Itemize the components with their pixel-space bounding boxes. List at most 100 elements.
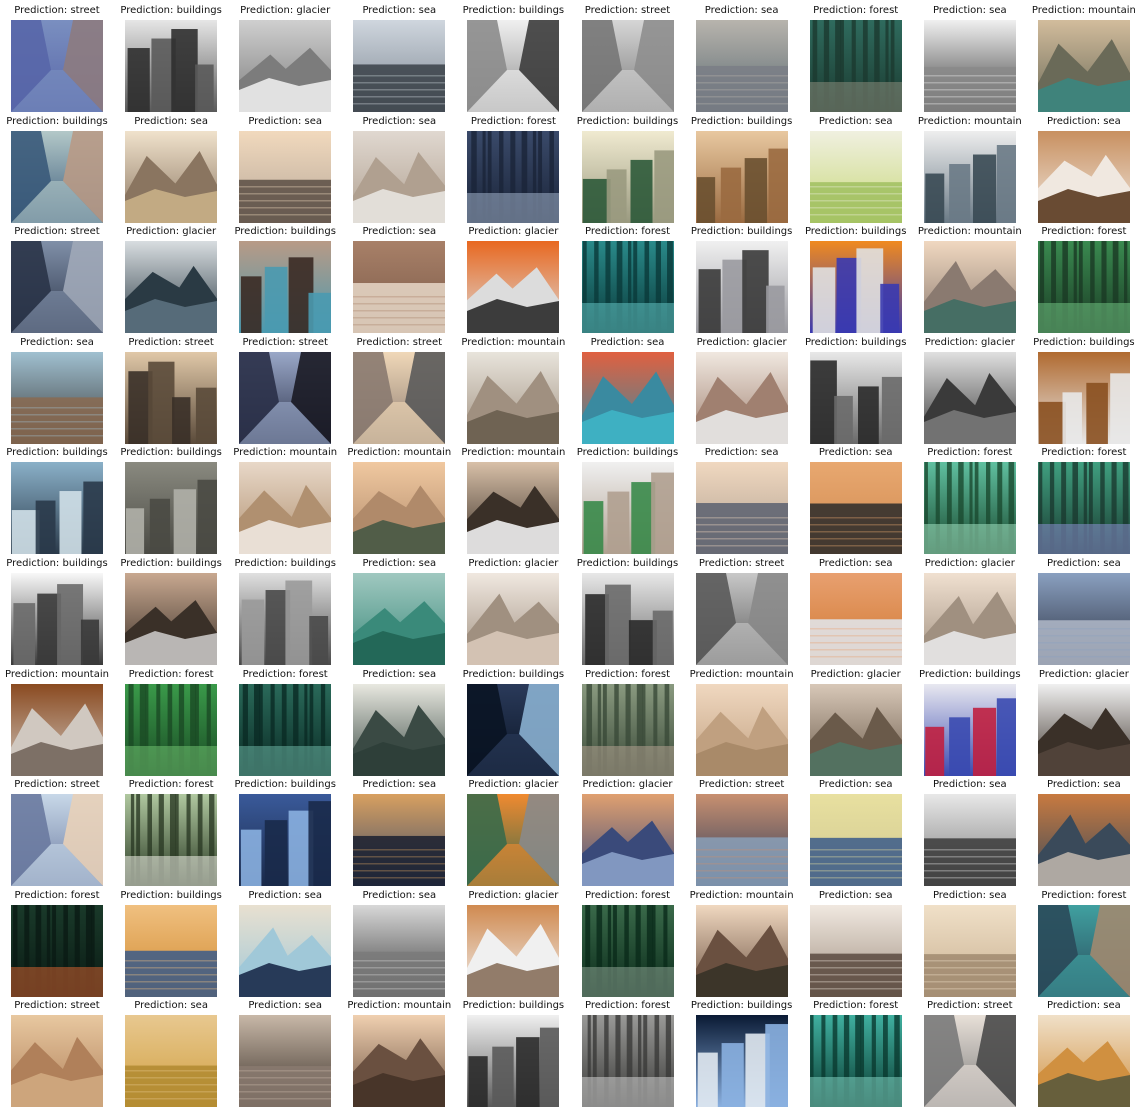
scene-thumbnail: [581, 794, 674, 887]
prediction-label: Prediction: street: [242, 336, 328, 348]
scene-thumbnail: [353, 683, 446, 776]
prediction-label: Prediction: buildings: [690, 1000, 793, 1012]
prediction-label: Prediction: glacier: [126, 226, 217, 238]
prediction-label: Prediction: mountain: [461, 336, 566, 348]
prediction-tile: Prediction: street: [0, 774, 114, 887]
prediction-tile: Prediction: sea: [1027, 995, 1139, 1108]
prediction-tile: Prediction: sea: [1027, 553, 1139, 665]
scene-thumbnail: [353, 130, 446, 223]
prediction-label: Prediction: sea: [1047, 558, 1121, 569]
prediction-label: Prediction: buildings: [690, 115, 793, 127]
scene-thumbnail: [1037, 683, 1130, 776]
scene-thumbnail: [353, 1015, 446, 1108]
scene-thumbnail: [467, 20, 560, 112]
scene-thumbnail: [239, 1015, 332, 1108]
prediction-label: Prediction: mountain: [347, 1000, 452, 1012]
scene-thumbnail: [581, 351, 674, 444]
prediction-label: Prediction: buildings: [6, 447, 108, 459]
prediction-tile: Prediction: sea: [799, 774, 913, 887]
scene-thumbnail: [1037, 462, 1130, 555]
scene-thumbnail: [809, 130, 902, 223]
prediction-label: Prediction: street: [14, 226, 100, 238]
prediction-label: Prediction: mountain: [689, 889, 794, 901]
prediction-label: Prediction: forest: [584, 668, 671, 680]
prediction-label: Prediction: buildings: [120, 889, 222, 901]
prediction-tile: Prediction: forest: [799, 995, 913, 1108]
prediction-tile: Prediction: sea: [342, 664, 456, 776]
prediction-label: Prediction: sea: [362, 668, 437, 680]
scene-thumbnail: [923, 573, 1016, 665]
prediction-tile: Prediction: buildings: [228, 221, 342, 334]
prediction-tile: Prediction: glacier: [456, 553, 570, 665]
scene-thumbnail: [353, 241, 446, 334]
prediction-label: Prediction: buildings: [919, 668, 1021, 680]
prediction-tile: Prediction: sea: [114, 995, 228, 1108]
prediction-label: Prediction: buildings: [804, 336, 907, 348]
prediction-label: Prediction: forest: [1041, 226, 1127, 238]
prediction-tile: Prediction: buildings: [114, 0, 228, 112]
prediction-label: Prediction: buildings: [576, 115, 679, 127]
prediction-tile: Prediction: buildings: [799, 221, 913, 334]
scene-thumbnail: [1037, 1015, 1130, 1108]
prediction-label: Prediction: buildings: [6, 115, 108, 127]
scene-thumbnail: [1037, 351, 1130, 444]
prediction-tile: Prediction: buildings: [456, 664, 570, 776]
prediction-label: Prediction: sea: [134, 115, 208, 127]
prediction-tile: Prediction: glacier: [114, 221, 228, 334]
prediction-tile: Prediction: buildings: [114, 442, 228, 555]
prediction-label: Prediction: glacier: [696, 336, 787, 348]
scene-thumbnail: [239, 573, 332, 665]
prediction-label: Prediction: buildings: [462, 1000, 565, 1012]
prediction-label: Prediction: street: [14, 5, 100, 16]
scene-thumbnail: [125, 351, 218, 444]
prediction-tile: Prediction: sea: [1027, 111, 1139, 223]
prediction-label: Prediction: sea: [20, 336, 94, 348]
prediction-label: Prediction: forest: [584, 889, 671, 901]
prediction-label: Prediction: sea: [932, 779, 1007, 791]
scene-thumbnail: [125, 794, 218, 887]
prediction-label: Prediction: sea: [362, 5, 437, 16]
prediction-tile: Prediction: forest: [571, 221, 685, 334]
prediction-tile: Prediction: forest: [571, 664, 685, 776]
scene-thumbnail: [695, 20, 788, 112]
prediction-tile: Prediction: mountain: [228, 442, 342, 555]
scene-thumbnail: [1037, 20, 1130, 112]
prediction-tile: Prediction: sea: [913, 885, 1027, 997]
prediction-label: Prediction: street: [698, 779, 785, 791]
prediction-tile: Prediction: forest: [114, 774, 228, 887]
prediction-tile: Prediction: street: [0, 995, 114, 1108]
prediction-label: Prediction: sea: [362, 889, 437, 901]
prediction-tile: Prediction: street: [114, 332, 228, 444]
prediction-label: Prediction: forest: [14, 889, 100, 901]
prediction-tile: Prediction: sea: [799, 442, 913, 555]
prediction-tile: Prediction: street: [0, 221, 114, 334]
scene-thumbnail: [467, 130, 560, 223]
prediction-tile: Prediction: sea: [799, 885, 913, 997]
prediction-label: Prediction: buildings: [690, 226, 793, 238]
scene-thumbnail: [923, 130, 1016, 223]
prediction-label: Prediction: sea: [818, 889, 893, 901]
prediction-tile: Prediction: street: [571, 0, 685, 112]
prediction-label: Prediction: forest: [242, 668, 328, 680]
prediction-tile: Prediction: buildings: [456, 995, 570, 1108]
prediction-tile: Prediction: forest: [799, 0, 913, 112]
scene-thumbnail: [11, 1015, 103, 1108]
scene-thumbnail: [581, 1015, 674, 1108]
scene-thumbnail: [353, 573, 446, 665]
prediction-tile: Prediction: street: [685, 774, 799, 887]
prediction-label: Prediction: mountain: [917, 226, 1022, 238]
prediction-tile: Prediction: sea: [342, 111, 456, 223]
prediction-label: Prediction: buildings: [234, 226, 336, 238]
scene-thumbnail: [239, 20, 332, 112]
prediction-label: Prediction: sea: [134, 1000, 208, 1012]
prediction-label: Prediction: glacier: [924, 336, 1015, 348]
prediction-tile: Prediction: buildings: [456, 0, 570, 112]
prediction-tile: Prediction: buildings: [0, 442, 114, 555]
prediction-tile: Prediction: glacier: [913, 553, 1027, 665]
prediction-label: Prediction: street: [356, 336, 443, 348]
prediction-tile: Prediction: sea: [799, 111, 913, 223]
prediction-tile: Prediction: buildings: [571, 111, 685, 223]
scene-thumbnail: [1037, 794, 1130, 887]
prediction-tile: Prediction: glacier: [685, 332, 799, 444]
